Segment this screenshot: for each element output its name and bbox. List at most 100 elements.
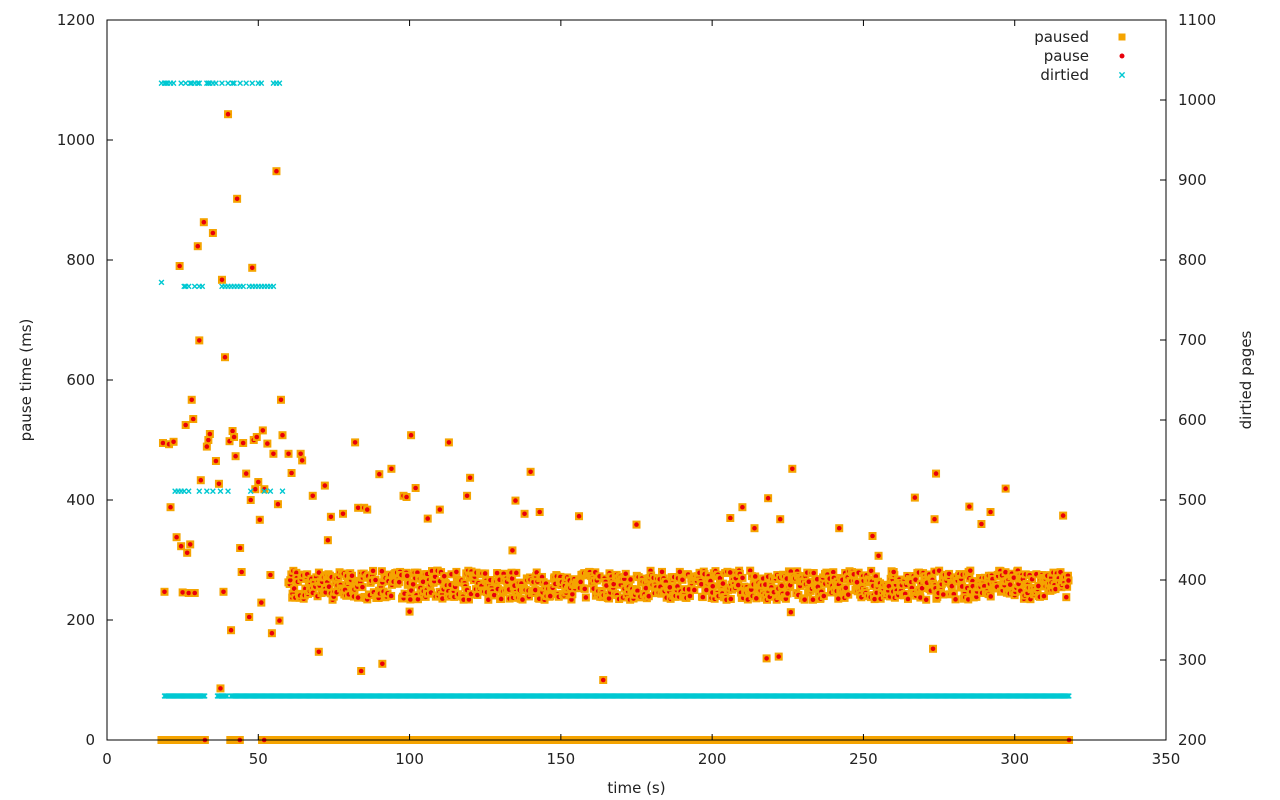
pause-point [408, 588, 414, 593]
pause-point [536, 596, 542, 602]
pause-point [830, 569, 836, 575]
dirtied-point [219, 80, 225, 87]
pause-point [854, 579, 860, 585]
pause-point [364, 507, 370, 512]
pause-point [988, 594, 994, 599]
pause-point [464, 493, 470, 499]
y2-tick-label: 600 [1178, 411, 1207, 429]
legend-marker-dirtied [1118, 71, 1126, 79]
pause-point [195, 243, 201, 249]
pause-point [174, 534, 179, 540]
pause-point [316, 649, 322, 655]
pause-point [965, 597, 971, 602]
pause-point [667, 585, 673, 590]
pause-point [1066, 578, 1071, 583]
pause-point [388, 593, 394, 599]
pause-point [814, 576, 820, 582]
pause-point [248, 497, 254, 503]
pause-point [352, 440, 358, 445]
pause-point [699, 581, 704, 587]
pause-point [913, 577, 918, 582]
x-tick-label: 0 [102, 750, 112, 768]
dirtied-point [203, 488, 210, 495]
pause-point [228, 627, 234, 633]
dirtied-point [181, 283, 188, 290]
pause-point [1007, 582, 1013, 587]
pause-point [528, 469, 533, 475]
pause-point [310, 493, 316, 499]
dirtied-point [224, 693, 230, 699]
pause-point [604, 583, 609, 588]
dirtied-point [196, 488, 203, 495]
pause-point [570, 591, 575, 597]
pause-point [221, 589, 226, 595]
plot-frame [106, 19, 1167, 741]
y2-tick-label: 500 [1178, 491, 1207, 509]
pause-point [190, 416, 196, 422]
pause-point [379, 568, 385, 574]
pause-point [271, 451, 276, 457]
pause-point [643, 585, 649, 591]
pause-point [370, 568, 376, 574]
pause-point [747, 568, 753, 573]
pause-point [700, 594, 706, 600]
pause-point [210, 230, 216, 236]
pause-point [237, 545, 243, 551]
pause-point [740, 575, 745, 581]
x-tick-label: 100 [395, 750, 424, 768]
y-tick-label: 200 [66, 611, 95, 629]
pause-point [1041, 593, 1047, 599]
pause-point [968, 568, 973, 573]
pause-point [940, 592, 946, 597]
pause-point [646, 593, 652, 599]
pause-point [316, 570, 322, 575]
dirtied-point [199, 693, 206, 699]
pause-point [213, 458, 219, 464]
pause-point [323, 590, 328, 595]
pause-point [740, 504, 745, 510]
dirtied-point [225, 488, 231, 495]
y-tick-label: 1200 [57, 11, 95, 29]
y2-tick-label: 700 [1178, 331, 1207, 349]
x-tick-label: 300 [1000, 750, 1029, 768]
dirtied-point [1063, 693, 1070, 699]
dirtied-point [213, 80, 219, 87]
pause-point [486, 597, 491, 603]
pause-point [692, 587, 697, 593]
dirtied-point [205, 80, 212, 87]
y2-tick-label: 200 [1178, 731, 1207, 749]
pause-point [389, 466, 394, 472]
pause-point [923, 597, 929, 603]
pause-point [918, 595, 923, 600]
dirtied-point [158, 279, 165, 286]
pause-point [206, 437, 211, 443]
pause-point [835, 596, 841, 602]
pause-point [936, 568, 942, 573]
pause-point [520, 597, 525, 602]
dirtied-point [210, 488, 216, 495]
pause-point [686, 587, 692, 592]
pause-point [708, 578, 713, 584]
pause-point [322, 483, 328, 488]
pause-point [491, 592, 497, 598]
pause-point [355, 505, 361, 511]
pause-point [278, 397, 284, 403]
pause-point [959, 584, 965, 589]
pause-point [821, 593, 827, 599]
pause-point [868, 568, 874, 574]
pause-point [234, 196, 240, 202]
pause-point [659, 569, 665, 575]
dirtied-point [182, 80, 189, 87]
pause-point [404, 494, 409, 500]
pause-point [1064, 594, 1069, 600]
pause-point [269, 630, 275, 636]
pause-point [967, 504, 972, 509]
dirtied-point [258, 80, 265, 87]
pause-point [1003, 569, 1008, 575]
pause-point [260, 428, 266, 433]
y2-tick-label: 400 [1178, 571, 1207, 589]
pause-point [396, 579, 402, 585]
pause-point [254, 434, 260, 440]
pause-point [578, 579, 583, 585]
